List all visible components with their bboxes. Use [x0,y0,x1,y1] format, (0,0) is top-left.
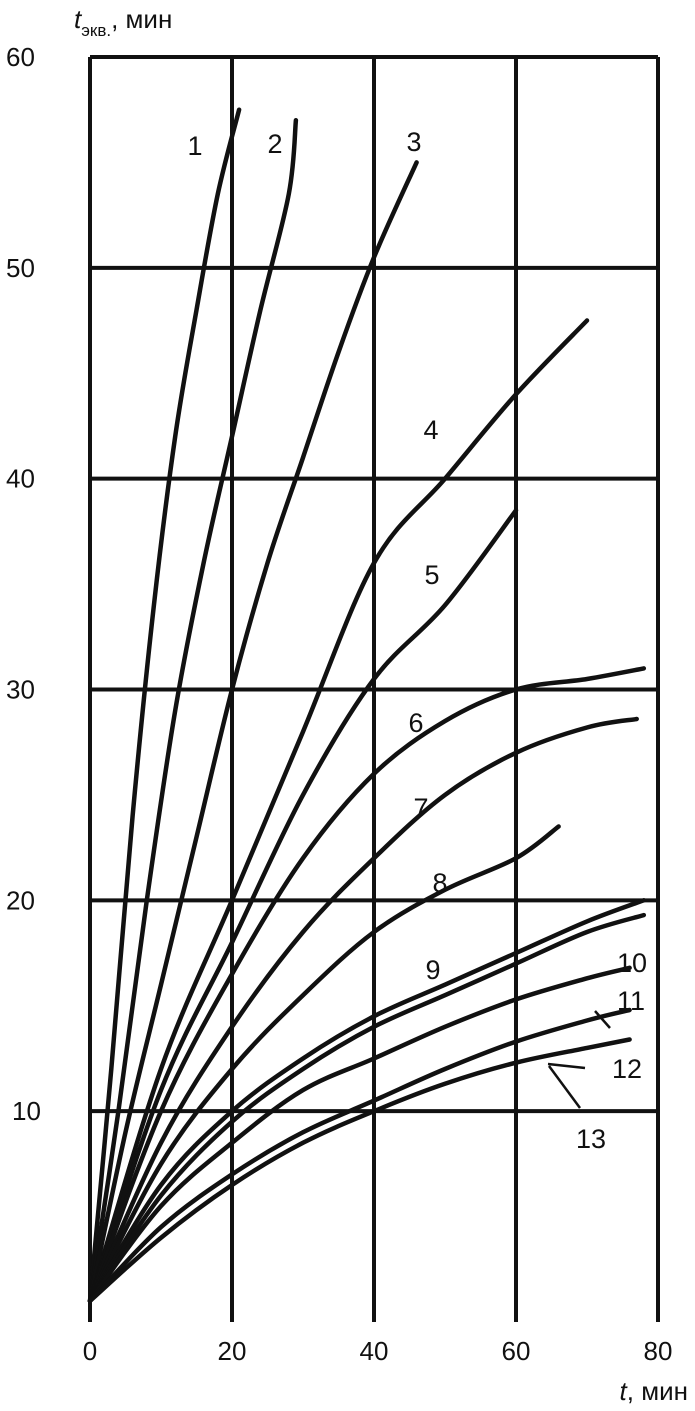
leader-line-11 [594,1010,611,1029]
curve-label-13: 13 [576,1124,606,1154]
x-tick-label-20: 20 [218,1336,247,1366]
x-axis-title: t, мин [620,1376,688,1406]
curve-2 [87,118,299,1304]
curve-13 [87,1037,632,1304]
curve-label-11: 11 [617,986,645,1016]
x-axis-unit: , мин [627,1376,688,1406]
curve-1 [87,107,242,1304]
curve-12 [87,1007,632,1304]
y-axis-subscript: экв. [81,21,111,40]
y-tick-label-50: 50 [6,253,35,283]
curve-label-9: 9 [425,955,440,985]
curve-label-6: 6 [408,708,423,738]
leader-line-13 [547,1065,582,1109]
x-tick-label-80: 80 [644,1336,673,1366]
curves [87,107,647,1304]
y-tick-label-40: 40 [6,464,35,494]
grid-lines [88,55,660,1322]
curve-8 [87,824,561,1304]
curve-label-4: 4 [423,415,438,445]
curve-label-8: 8 [432,868,447,898]
curve-label-12: 12 [612,1054,642,1084]
curve-label-5: 5 [424,560,439,590]
curve-7 [87,716,639,1304]
curve-label-7: 7 [413,793,428,823]
curve-11 [87,965,632,1304]
y-axis-symbol: t [74,4,83,34]
curve-3 [87,160,419,1304]
y-axis-title: tэкв., мин [74,4,172,40]
curve-label-1: 1 [187,131,202,161]
y-tick-label-60: 60 [6,42,35,72]
x-tick-label-40: 40 [360,1336,389,1366]
x-tick-label-0: 0 [83,1336,97,1366]
y-tick-label-30: 30 [6,675,35,705]
curve-10 [87,912,647,1304]
curve-label-2: 2 [267,129,282,159]
x-axis-symbol: t [620,1376,629,1406]
curve-label-3: 3 [406,127,421,157]
curve-9 [87,898,647,1304]
y-axis-unit: , мин [111,4,172,34]
curve-4 [87,318,590,1304]
tick-labels: 0 20 40 60 80 60 50 40 30 20 10 [6,42,672,1366]
leader-line-12 [547,1062,586,1070]
x-tick-label-60: 60 [502,1336,531,1366]
curve-6 [87,666,647,1304]
curve-5 [87,508,519,1304]
y-tick-label-20: 20 [6,885,35,915]
curve-label-10: 10 [617,948,647,978]
y-tick-label-10: 10 [12,1096,41,1126]
